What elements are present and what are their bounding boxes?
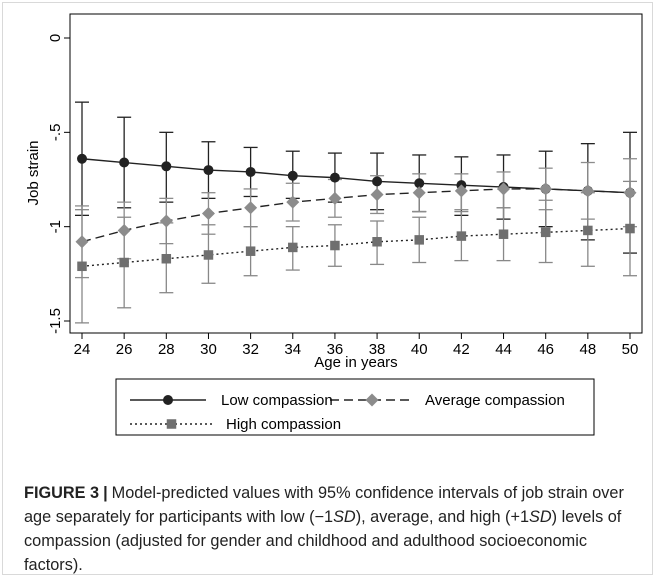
data-point-high <box>161 253 172 264</box>
x-tick-label: 26 <box>116 341 133 358</box>
data-point-low <box>414 178 425 189</box>
x-tick-label: 38 <box>369 341 386 358</box>
data-point-average <box>117 223 131 237</box>
caption-text-2: ), average, and high (+1 <box>355 508 530 526</box>
data-point-average <box>159 214 173 228</box>
x-tick-label: 48 <box>580 341 597 358</box>
data-point-average <box>623 186 637 200</box>
x-tick-label: 40 <box>411 341 428 358</box>
x-tick-label: 42 <box>453 341 470 358</box>
data-point-high <box>540 227 551 238</box>
caption-sd-1: SD <box>333 508 356 526</box>
x-tick-label: 50 <box>622 341 639 358</box>
figure-caption: FIGURE 3 | Model-predicted values with 95%… <box>24 481 636 577</box>
legend-marker-average <box>365 393 379 407</box>
data-point-low <box>287 170 298 181</box>
x-tick-label: 46 <box>537 341 554 358</box>
data-point-low <box>119 157 130 168</box>
x-axis-ticks: 24 26 28 30 32 34 36 38 40 42 44 46 48 50 <box>74 333 639 358</box>
data-point-high <box>414 235 424 245</box>
caption-sd-2: SD <box>529 508 552 526</box>
x-tick-label: 24 <box>74 341 91 358</box>
data-point-average <box>201 206 215 220</box>
legend-label-low: Low compassion <box>221 392 333 409</box>
series-line-high <box>81 227 631 267</box>
y-tick-label: 0 <box>47 34 64 42</box>
x-tick-label: 30 <box>200 341 217 358</box>
data-point-low <box>372 176 383 187</box>
legend-marker-high <box>166 419 177 429</box>
data-point-average <box>328 191 342 205</box>
x-axis-title: Age in years <box>314 354 397 371</box>
data-point-average <box>581 184 595 198</box>
data-point-low <box>77 153 87 164</box>
x-tick-label: 44 <box>495 341 512 358</box>
legend-marker-low <box>163 395 173 405</box>
y-axis-title: Job strain <box>25 140 42 205</box>
data-point-average <box>370 188 384 202</box>
data-point-high <box>203 250 214 260</box>
data-point-low <box>245 166 256 177</box>
series-markers <box>75 153 637 272</box>
y-axis-ticks: 0 -.5 -1 -1.5 <box>47 34 70 334</box>
data-point-high <box>625 223 635 234</box>
caption-separator: | <box>103 484 108 502</box>
chart: 0-.5-1-1.5 24 26 28 30 32 34 36 38 40 42 44 46 48 50 … <box>25 13 643 436</box>
data-point-high <box>498 229 509 239</box>
legend-label-average: Average compassion <box>425 392 565 409</box>
data-point-average <box>539 182 553 196</box>
data-point-high <box>330 240 340 251</box>
data-point-average <box>244 201 258 215</box>
y-tick-label: -1.5 <box>47 308 64 334</box>
legend: Low compassion Average compassion High c… <box>115 378 595 436</box>
y-tick-label: -1 <box>47 220 64 233</box>
data-point-high <box>456 231 467 241</box>
caption-text-1: Model-predicted values with 95% confiden… <box>24 484 624 526</box>
data-point-average <box>497 182 511 196</box>
caption-text-3: ) levels of compassion (adjusted for gen… <box>24 508 622 574</box>
y-tick-label: -.5 <box>47 124 64 142</box>
data-point-high <box>77 261 87 272</box>
x-tick-label: 28 <box>158 341 175 358</box>
x-tick-label: 34 <box>284 341 301 358</box>
data-point-high <box>119 257 129 268</box>
data-point-average <box>412 186 426 200</box>
x-tick-label: 36 <box>327 341 344 358</box>
data-point-high <box>288 242 298 253</box>
data-point-low <box>161 161 172 172</box>
series-line-low <box>81 158 631 194</box>
data-point-average <box>286 195 300 209</box>
data-point-high <box>583 225 593 236</box>
data-point-high <box>372 237 382 247</box>
data-point-low <box>329 172 340 183</box>
plot-area <box>69 13 643 334</box>
legend-label-high: High compassion <box>226 416 341 433</box>
data-point-average <box>454 184 468 198</box>
data-point-low <box>203 165 214 176</box>
data-point-average <box>75 235 89 249</box>
series-lines <box>81 158 631 267</box>
legend-box <box>115 378 595 436</box>
x-tick-label: 32 <box>242 341 259 358</box>
figure-label: FIGURE 3 <box>24 484 100 502</box>
data-point-high <box>245 246 256 256</box>
